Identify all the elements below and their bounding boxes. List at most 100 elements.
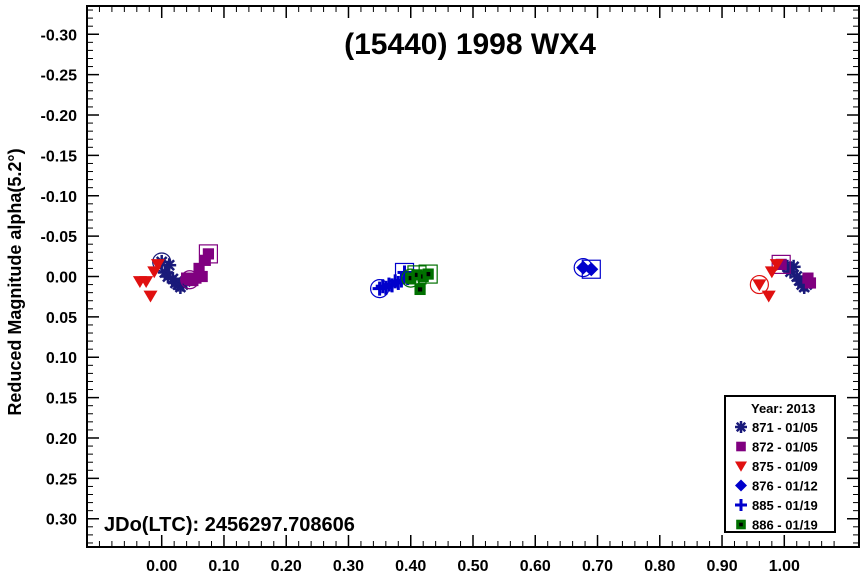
square-center — [417, 287, 423, 292]
legend-label: 875 - 01/09 — [752, 459, 818, 474]
data-point — [199, 254, 211, 266]
x-tick-label: 0.20 — [271, 558, 302, 575]
legend-label: 885 - 01/19 — [752, 498, 818, 513]
triangle-mark — [143, 290, 158, 303]
triangle-mark — [139, 276, 154, 288]
x-tick-label: 0.80 — [644, 558, 675, 575]
data-point — [764, 266, 779, 279]
data-point — [190, 272, 202, 284]
y-tick-label: -0.15 — [41, 148, 78, 165]
legend-swatch — [735, 421, 747, 433]
x-tick-label: 0.00 — [146, 558, 177, 575]
data-point — [162, 258, 177, 273]
legend-label: 871 - 01/05 — [752, 420, 818, 435]
y-tick-label: 0.25 — [46, 471, 77, 488]
square-mark — [199, 254, 211, 266]
y-axis-label: Reduced Magnitude alpha(5.2°) — [5, 148, 25, 415]
y-tick-label: -0.10 — [41, 189, 78, 206]
square-center — [426, 271, 431, 277]
jdo-annotation: JDo(LTC): 2456297.708606 — [104, 514, 355, 536]
data-marks — [132, 244, 817, 303]
legend-label: 872 - 01/05 — [752, 440, 818, 455]
reference-box — [418, 264, 438, 284]
data-point — [143, 290, 158, 303]
legend-swatch — [735, 499, 747, 511]
y-tick-label: -0.30 — [41, 27, 78, 44]
reference-circle — [180, 270, 200, 290]
legend-swatch — [736, 519, 746, 530]
square-mark — [775, 258, 787, 270]
axis-ticks: 0.00 0.10 0.20 0.30 0.40 0.50 0.60 0.70 0.80 0.90… — [41, 6, 859, 575]
y-tick-label: 0.10 — [46, 350, 77, 367]
square-mark — [196, 270, 208, 283]
legend-items: 871 - 01/05 872 - 01/05 875 - 01/09 876 - 0… — [735, 420, 818, 533]
y-tick-label: 0.15 — [46, 391, 77, 408]
triangle-mark — [752, 279, 767, 292]
x-tick-label: 0.10 — [208, 558, 239, 575]
data-point — [405, 272, 417, 284]
data-point — [202, 248, 215, 260]
reference-circle — [370, 279, 390, 299]
asterisk-stroke — [163, 259, 176, 272]
asterisk-stroke — [162, 270, 174, 283]
triangle-mark — [769, 259, 784, 272]
legend-swatch — [735, 479, 747, 492]
data-point — [761, 290, 776, 303]
reference-box — [771, 254, 791, 274]
data-point — [775, 258, 787, 270]
data-point — [139, 276, 154, 288]
legend-title: Year: 2013 — [751, 401, 815, 416]
chart-title: (15440) 1998 WX4 — [344, 28, 596, 61]
reference-circle — [573, 258, 593, 278]
x-tick-label: 0.30 — [333, 558, 364, 575]
asterisk-stroke — [735, 421, 747, 433]
reference-box — [581, 259, 601, 279]
triangle-mark — [150, 259, 165, 272]
data-point — [196, 270, 208, 283]
legend-swatch — [736, 441, 746, 452]
data-point — [769, 259, 784, 272]
x-tick-label: 0.70 — [582, 558, 613, 575]
legend-swatch — [735, 461, 747, 472]
reference-box — [198, 244, 219, 264]
x-tick-label: 0.60 — [520, 558, 551, 575]
data-point — [150, 259, 165, 272]
y-tick-label: 0.30 — [46, 512, 77, 529]
y-tick-label: -0.25 — [41, 68, 78, 85]
square-mark — [736, 441, 746, 452]
y-tick-label: -0.05 — [41, 229, 78, 246]
data-point — [752, 279, 767, 292]
legend: Year: 2013 871 - 01/05 872 - 01/05 875 - 0… — [724, 395, 836, 533]
legend-label: 876 - 01/12 — [752, 479, 818, 494]
reference-circle — [749, 274, 769, 295]
triangle-mark — [761, 290, 776, 303]
diamond-mark — [584, 262, 599, 277]
data-point — [193, 262, 205, 275]
square-mark — [202, 248, 215, 260]
x-tick-label: 1.00 — [769, 558, 800, 575]
y-tick-label: 0.05 — [46, 310, 77, 327]
square-center — [408, 276, 413, 281]
x-tick-label: 0.40 — [395, 558, 426, 575]
triangle-mark — [735, 461, 747, 472]
square-mark — [193, 262, 205, 275]
y-tick-label: 0.20 — [46, 431, 77, 448]
square-center — [414, 272, 420, 277]
legend-label: 886 - 01/19 — [752, 518, 818, 533]
data-point — [414, 283, 426, 296]
x-tick-label: 0.50 — [457, 558, 488, 575]
diamond-mark — [735, 479, 747, 492]
square-mark — [804, 277, 817, 289]
data-point — [411, 269, 423, 281]
data-point — [804, 277, 817, 289]
square-center — [739, 522, 743, 527]
triangle-mark — [764, 266, 779, 279]
square-mark — [190, 272, 202, 284]
y-tick-label: 0.00 — [46, 270, 77, 287]
data-point — [422, 268, 434, 280]
reference-box — [407, 265, 427, 285]
y-tick-label: -0.20 — [41, 108, 78, 125]
x-tick-label: 0.90 — [706, 558, 737, 575]
data-point — [584, 262, 599, 277]
